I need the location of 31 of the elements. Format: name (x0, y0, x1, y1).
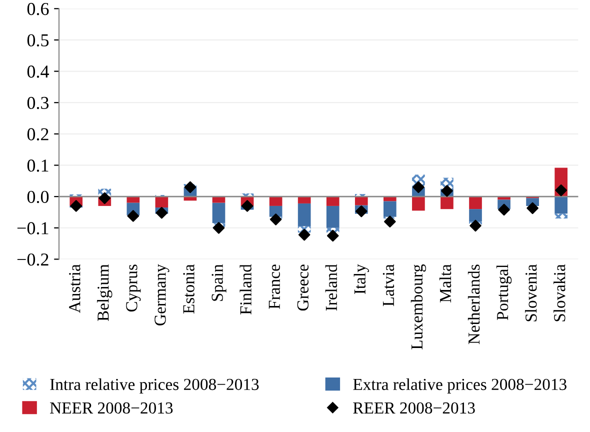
x-tick-label: Italy (354, 264, 369, 294)
x-tick-label: Slovenia (525, 264, 537, 322)
x-tick-label: Ireland (325, 264, 338, 311)
y-tick-label: 0.4 (27, 66, 49, 78)
legend-label: REER 2008−2013 (353, 402, 475, 414)
x-tick-label: Spain (212, 264, 226, 301)
x-tick-label: Greece (297, 264, 309, 311)
x-tick-label: Austria (69, 264, 80, 313)
x-tick-label: Germany (154, 264, 170, 326)
y-tick-label: 0.0 (27, 190, 49, 204)
legend-label: Intra relative prices 2008−2013 (50, 378, 259, 394)
x-tick-label: Luxembourg (410, 264, 426, 350)
x-tick-label: Slovakia (554, 264, 566, 322)
x-tick-label: Latvia (382, 264, 394, 306)
x-tick-label: Netherlands (468, 264, 480, 344)
y-tick-label: −0.2 (17, 253, 48, 266)
x-tick-label: Finland (240, 264, 252, 315)
x-tick-label: Belgium (97, 264, 112, 321)
x-tick-label: Portugal (496, 264, 512, 320)
y-tick-label: 0.1 (27, 159, 48, 172)
y-tick-label: 0.3 (27, 96, 49, 110)
y-tick-label: −0.1 (17, 222, 48, 234)
y-tick-label: 0.2 (27, 128, 48, 140)
y-tick-label: 0.6 (27, 2, 49, 16)
x-tick-label: Estonia (183, 264, 194, 314)
x-tick-label: Cyprus (126, 264, 141, 312)
legend-label: NEER 2008−2013 (50, 402, 173, 414)
x-tick-label: Malta (439, 264, 452, 302)
y-tick-label: 0.5 (27, 34, 49, 46)
legend-label: Extra relative prices 2008−2013 (353, 378, 566, 394)
x-tick-label: France (268, 264, 280, 309)
